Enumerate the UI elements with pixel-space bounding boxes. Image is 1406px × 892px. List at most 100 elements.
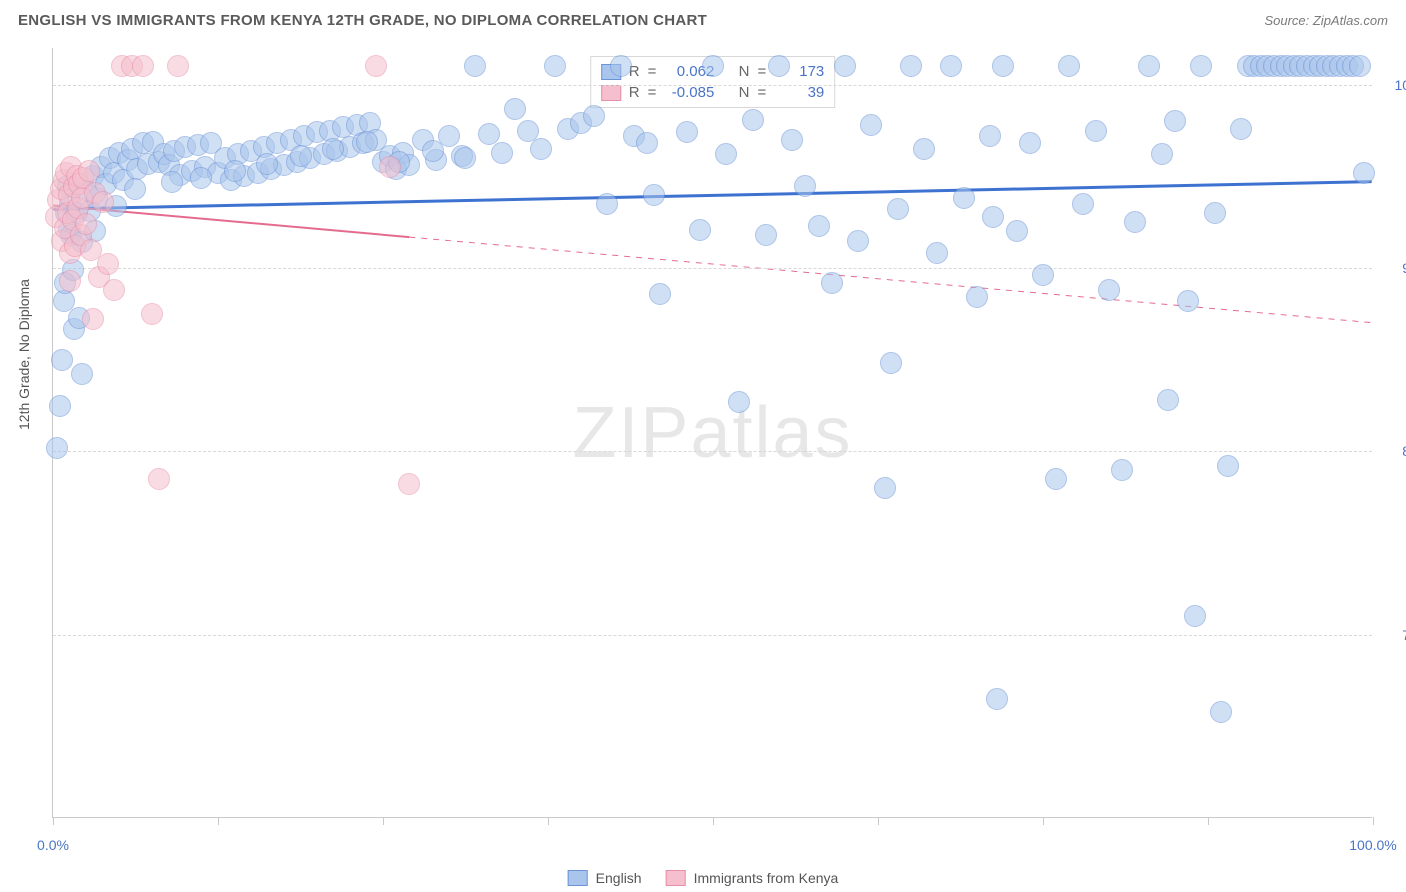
data-point-english bbox=[689, 219, 711, 241]
data-point-english bbox=[46, 437, 68, 459]
data-point-english bbox=[290, 145, 312, 167]
data-point-english bbox=[986, 688, 1008, 710]
data-point-english bbox=[979, 125, 1001, 147]
data-point-english bbox=[124, 178, 146, 200]
data-point-english bbox=[847, 230, 869, 252]
data-point-english bbox=[1204, 202, 1226, 224]
data-point-english bbox=[1230, 118, 1252, 140]
data-point-english bbox=[454, 147, 476, 169]
data-point-english bbox=[224, 160, 246, 182]
data-point-english bbox=[821, 272, 843, 294]
y-tick-label: 70.0% bbox=[1382, 627, 1406, 643]
data-point-english bbox=[1151, 143, 1173, 165]
data-point-english bbox=[1058, 55, 1080, 77]
x-tick bbox=[1373, 817, 1374, 825]
data-point-english bbox=[649, 283, 671, 305]
data-point-english bbox=[728, 391, 750, 413]
legend-series-box: English Immigrants from Kenya bbox=[568, 870, 839, 886]
data-point-english bbox=[887, 198, 909, 220]
data-point-english bbox=[1217, 455, 1239, 477]
data-point-english bbox=[1006, 220, 1028, 242]
trendline-english bbox=[53, 182, 1371, 209]
gridline-h bbox=[53, 451, 1372, 452]
data-point-english bbox=[636, 132, 658, 154]
data-point-english bbox=[676, 121, 698, 143]
y-tick-label: 90.0% bbox=[1382, 260, 1406, 276]
data-point-english bbox=[953, 187, 975, 209]
data-point-english bbox=[256, 153, 278, 175]
trendline-extrapolation-kenya bbox=[409, 237, 1371, 323]
data-point-english bbox=[702, 55, 724, 77]
data-point-kenya bbox=[59, 270, 81, 292]
r-value-kenya: -0.085 bbox=[664, 84, 714, 101]
data-point-kenya bbox=[92, 191, 114, 213]
data-point-english bbox=[356, 131, 378, 153]
correlation-scatter-chart: ZIPatlas R = 0.062 N = 173 R = -0.085 N … bbox=[52, 48, 1372, 818]
data-point-english bbox=[880, 352, 902, 374]
data-point-english bbox=[1177, 290, 1199, 312]
data-point-english bbox=[982, 206, 1004, 228]
data-point-english bbox=[1032, 264, 1054, 286]
data-point-english bbox=[49, 395, 71, 417]
x-tick bbox=[218, 817, 219, 825]
chart-title: ENGLISH VS IMMIGRANTS FROM KENYA 12TH GR… bbox=[18, 12, 707, 29]
data-point-english bbox=[161, 171, 183, 193]
data-point-english bbox=[834, 55, 856, 77]
data-point-kenya bbox=[167, 55, 189, 77]
data-point-english bbox=[504, 98, 526, 120]
data-point-english bbox=[926, 242, 948, 264]
data-point-english bbox=[1164, 110, 1186, 132]
n-value-kenya: 39 bbox=[774, 84, 824, 101]
data-point-english bbox=[1098, 279, 1120, 301]
data-point-english bbox=[794, 175, 816, 197]
data-point-english bbox=[491, 142, 513, 164]
data-point-english bbox=[530, 138, 552, 160]
data-point-english bbox=[544, 55, 566, 77]
data-point-kenya bbox=[398, 473, 420, 495]
watermark: ZIPatlas bbox=[572, 392, 852, 474]
data-point-english bbox=[610, 55, 632, 77]
data-point-english bbox=[71, 363, 93, 385]
data-point-english bbox=[992, 55, 1014, 77]
x-tick bbox=[548, 817, 549, 825]
legend-item-kenya: Immigrants from Kenya bbox=[666, 870, 839, 886]
data-point-english bbox=[940, 55, 962, 77]
x-tick bbox=[53, 817, 54, 825]
data-point-kenya bbox=[82, 308, 104, 330]
data-point-kenya bbox=[78, 160, 100, 182]
data-point-english bbox=[190, 167, 212, 189]
data-point-english bbox=[596, 193, 618, 215]
data-point-english bbox=[1019, 132, 1041, 154]
data-point-english bbox=[583, 105, 605, 127]
data-point-english bbox=[715, 143, 737, 165]
data-point-kenya bbox=[141, 303, 163, 325]
y-axis-label: 12th Grade, No Diploma bbox=[16, 279, 32, 430]
data-point-kenya bbox=[97, 253, 119, 275]
data-point-kenya bbox=[75, 213, 97, 235]
x-tick bbox=[1208, 817, 1209, 825]
gridline-h bbox=[53, 635, 1372, 636]
data-point-english bbox=[1138, 55, 1160, 77]
x-tick bbox=[1043, 817, 1044, 825]
x-tick bbox=[383, 817, 384, 825]
data-point-english bbox=[1111, 459, 1133, 481]
data-point-english bbox=[1353, 162, 1375, 184]
swatch-kenya bbox=[601, 85, 621, 101]
x-tick bbox=[713, 817, 714, 825]
data-point-kenya bbox=[132, 55, 154, 77]
x-tick-label: 0.0% bbox=[37, 837, 69, 853]
data-point-english bbox=[1072, 193, 1094, 215]
data-point-english bbox=[1045, 468, 1067, 490]
x-tick-label: 100.0% bbox=[1349, 837, 1396, 853]
data-point-english bbox=[755, 224, 777, 246]
data-point-english bbox=[808, 215, 830, 237]
data-point-kenya bbox=[365, 55, 387, 77]
data-point-english bbox=[322, 138, 344, 160]
swatch-kenya-bottom bbox=[666, 870, 686, 886]
gridline-h bbox=[53, 85, 1372, 86]
data-point-kenya bbox=[379, 156, 401, 178]
swatch-english-bottom bbox=[568, 870, 588, 886]
data-point-kenya bbox=[148, 468, 170, 490]
data-point-english bbox=[874, 477, 896, 499]
data-point-english bbox=[860, 114, 882, 136]
